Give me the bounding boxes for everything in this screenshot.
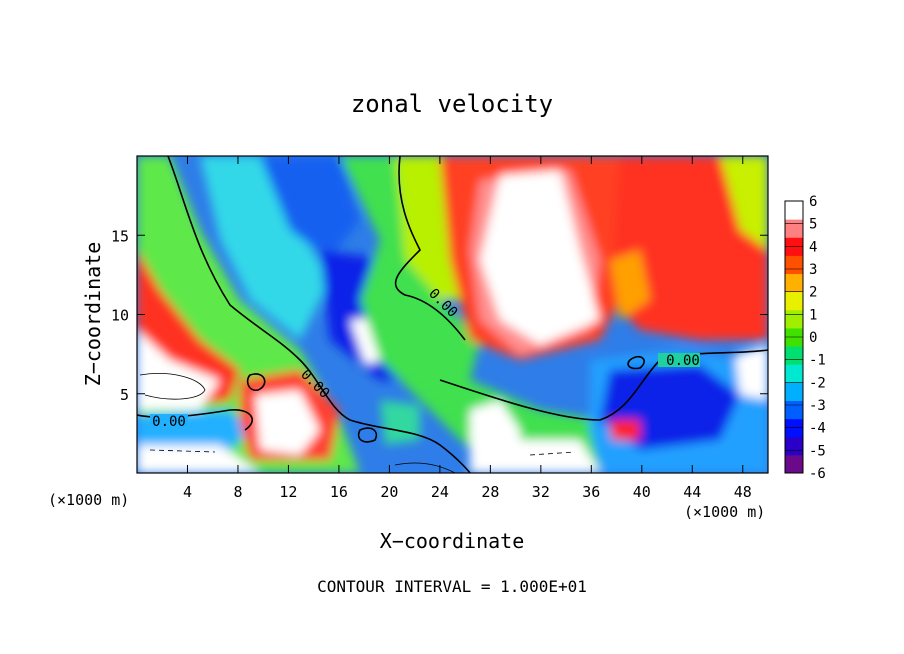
colorbar-segment [785, 201, 803, 220]
x-unit-label-left: (×1000 m) [48, 491, 129, 509]
x-tick-label: 32 [532, 483, 550, 501]
heatmap-region [610, 420, 640, 440]
heatmap-region [380, 400, 420, 445]
contour-line [394, 462, 456, 473]
colorbar-tick-label: -3 [809, 398, 826, 414]
colorbar-segment [785, 309, 803, 329]
contour-line [529, 451, 576, 456]
colorbar-tick-label: -5 [809, 443, 826, 459]
x-unit-label-right: (×1000 m) [684, 503, 765, 521]
heatmap-region [610, 250, 650, 320]
x-tick-label: 44 [683, 483, 701, 501]
contour-line [246, 373, 266, 391]
heatmap-region [735, 345, 768, 400]
x-tick-label: 12 [279, 483, 297, 501]
colorbar-tick-label: 4 [809, 239, 817, 255]
y-tick-label: 10 [111, 307, 129, 325]
heatmap-region [137, 330, 220, 410]
heatmap-region [470, 400, 520, 473]
x-tick-label: 28 [481, 483, 499, 501]
y-tick-label: 5 [120, 386, 129, 404]
contour-line [357, 427, 378, 443]
colorbar-segment [785, 273, 803, 293]
chart-title: zonal velocity [351, 90, 553, 118]
heatmap-region [720, 156, 768, 250]
colorbar-tick-label: -1 [809, 353, 826, 369]
colorbar-tick-label: 1 [809, 307, 817, 323]
heatmap-region [610, 156, 768, 340]
colorbar-segment [785, 436, 803, 456]
heatmap-region [200, 156, 330, 340]
colorbar-segment [785, 454, 803, 474]
colorbar-segment [785, 364, 803, 383]
heatmap-region [260, 156, 360, 260]
colorbar-tick-label: 6 [809, 194, 817, 210]
heatmap-region [137, 445, 260, 473]
contour-line [149, 449, 216, 453]
contour-line [139, 373, 206, 400]
x-tick-label: 20 [380, 483, 398, 501]
heatmap-region [255, 390, 320, 455]
colorbar-segment [785, 400, 803, 420]
x-axis: 4 8 12 16 20 24 28 32 36 40 44 48 [183, 156, 752, 501]
colorbar-segment [785, 291, 803, 311]
colorbar-segment [785, 382, 803, 401]
x-tick-label: 40 [633, 483, 651, 501]
contour-lines-thin [139, 373, 576, 473]
contour-label: 0.00 [666, 353, 700, 369]
colorbar-tick-label: 0 [809, 330, 817, 346]
contour-line [627, 355, 645, 370]
colorbar-segment [785, 255, 803, 275]
x-tick-label: 36 [582, 483, 600, 501]
colorbar-segment [785, 346, 803, 365]
colorbar-tick-label: -6 [809, 466, 826, 482]
heatmap-region [480, 170, 600, 345]
colorbar-tick-label: 3 [809, 262, 817, 278]
x-tick-label: 24 [431, 483, 449, 501]
x-tick-label: 16 [330, 483, 348, 501]
colorbar-segment [785, 219, 803, 238]
heatmap-region [520, 440, 600, 473]
contour-interval-footer: CONTOUR INTERVAL = 1.000E+01 [317, 577, 587, 596]
colorbar-tick-label: -2 [809, 375, 826, 391]
contour-label: 0.00 [152, 414, 186, 430]
contour-line [439, 349, 768, 421]
x-axis-label: X−coordinate [380, 529, 525, 553]
contour-line [394, 156, 466, 341]
colorbar-tick-label: 2 [809, 285, 817, 301]
contour-line [167, 156, 471, 473]
x-tick-label: 8 [233, 483, 242, 501]
heatmap-field [137, 156, 768, 473]
y-axis: 5 10 15 [111, 227, 768, 404]
y-tick-label: 15 [111, 227, 129, 245]
x-tick-label: 4 [183, 483, 192, 501]
colorbar-tick-label: 5 [809, 217, 817, 233]
y-axis-label: Z−coordinate [81, 242, 105, 387]
x-tick-label: 48 [734, 483, 752, 501]
colorbar: 6 5 4 3 2 1 0 -1 -2 -3 -4 -5 -6 [784, 194, 826, 482]
colorbar-tick-label: -4 [809, 421, 826, 437]
